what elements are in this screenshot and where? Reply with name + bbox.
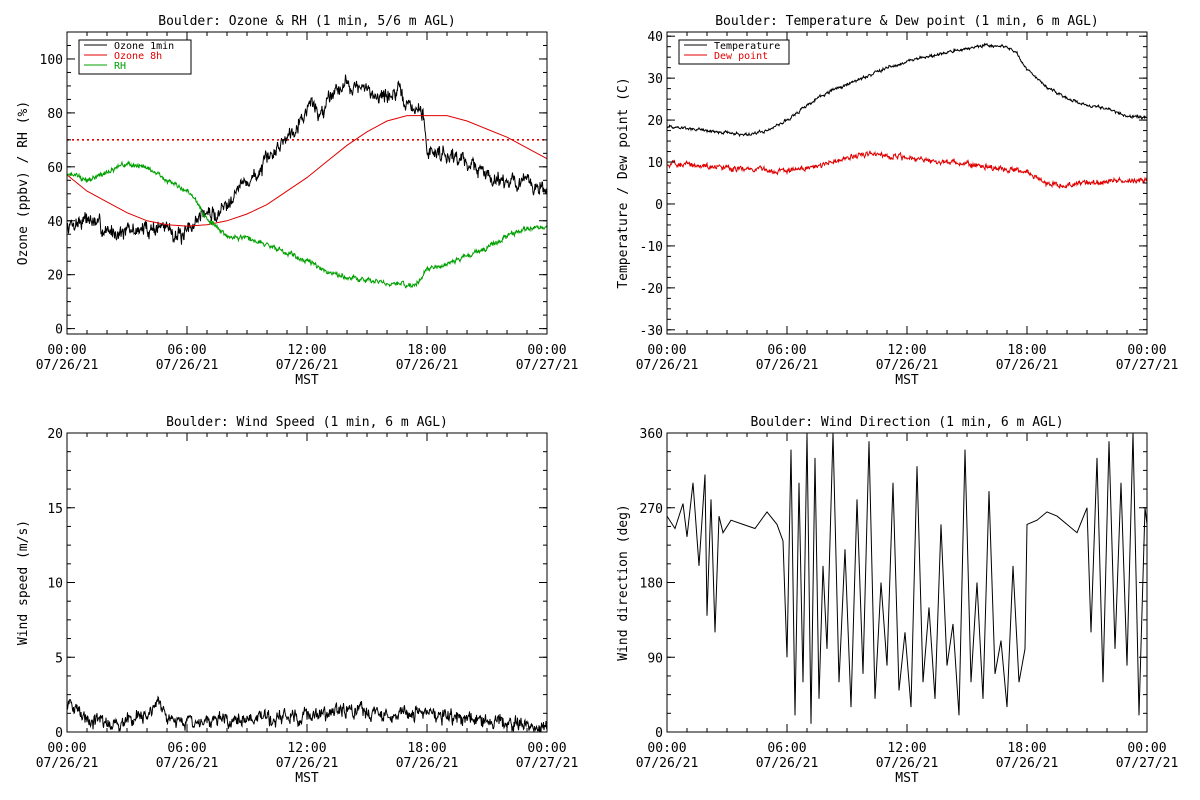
x-tick-label-date: 07/26/21 bbox=[876, 358, 939, 373]
y-tick-label: -10 bbox=[640, 240, 663, 255]
series-line-3 bbox=[67, 159, 547, 289]
y-tick-label: 80 bbox=[47, 107, 63, 122]
x-tick-label-date: 07/26/21 bbox=[996, 756, 1059, 771]
x-tick-label-time: 06:00 bbox=[767, 741, 806, 756]
y-tick-label: 180 bbox=[640, 577, 663, 592]
y-tick-label: 100 bbox=[40, 53, 63, 68]
y-tick-label: 40 bbox=[647, 30, 663, 45]
x-tick-label-date: 07/26/21 bbox=[996, 358, 1059, 373]
y-tick-label: 360 bbox=[640, 427, 663, 442]
x-tick-label-time: 00:00 bbox=[47, 741, 86, 756]
x-tick-label-time: 18:00 bbox=[407, 741, 446, 756]
y-tick-label: 0 bbox=[655, 726, 663, 741]
chart-title: Boulder: Wind Direction (1 min, 6 m AGL) bbox=[750, 415, 1063, 430]
x-axis-label: MST bbox=[895, 771, 919, 786]
x-tick-label-date: 07/26/21 bbox=[396, 756, 459, 771]
x-tick-label-date: 07/26/21 bbox=[156, 756, 219, 771]
y-axis-label: Ozone (ppbv) / RH (%) bbox=[16, 101, 31, 265]
y-tick-label: 20 bbox=[47, 427, 63, 442]
x-tick-label-date: 07/27/21 bbox=[1116, 358, 1179, 373]
x-tick-label-date: 07/26/21 bbox=[36, 756, 99, 771]
x-tick-label-time: 00:00 bbox=[1127, 741, 1166, 756]
x-tick-label-time: 06:00 bbox=[167, 343, 206, 358]
y-tick-label: 0 bbox=[55, 323, 63, 338]
y-axis-label: Wind speed (m/s) bbox=[16, 520, 31, 645]
x-tick-label-time: 12:00 bbox=[287, 741, 326, 756]
legend-entry: Dew point bbox=[714, 51, 768, 62]
x-tick-label-time: 06:00 bbox=[167, 741, 206, 756]
x-tick-label-time: 12:00 bbox=[287, 343, 326, 358]
y-axis-label: Temperature / Dew point (C) bbox=[616, 77, 631, 288]
legend-box bbox=[78, 39, 192, 75]
x-axis-label: MST bbox=[895, 373, 919, 388]
x-tick-label-date: 07/27/21 bbox=[1116, 756, 1179, 771]
y-tick-label: 30 bbox=[647, 72, 663, 87]
x-tick-label-time: 00:00 bbox=[527, 741, 566, 756]
x-tick-label-time: 18:00 bbox=[1007, 343, 1046, 358]
x-tick-label-time: 00:00 bbox=[1127, 343, 1166, 358]
y-tick-label: 0 bbox=[55, 726, 63, 741]
y-axis-label: Wind direction (deg) bbox=[616, 504, 631, 661]
x-tick-label-date: 07/26/21 bbox=[636, 756, 699, 771]
x-tick-label-time: 12:00 bbox=[887, 343, 926, 358]
x-axis-label: MST bbox=[295, 771, 319, 786]
chart-title: Boulder: Temperature & Dew point (1 min,… bbox=[715, 14, 1099, 29]
x-tick-label-date: 07/26/21 bbox=[36, 358, 99, 373]
legend-entry: RH bbox=[114, 61, 126, 72]
y-tick-label: 5 bbox=[55, 651, 63, 666]
x-tick-label-time: 00:00 bbox=[47, 343, 86, 358]
legend-entry: Temperature bbox=[714, 41, 780, 52]
y-tick-label: 15 bbox=[47, 502, 63, 517]
x-tick-label-time: 12:00 bbox=[887, 741, 926, 756]
legend-entry: Ozone 1min bbox=[114, 41, 174, 52]
x-tick-label-time: 00:00 bbox=[527, 343, 566, 358]
y-tick-label: -30 bbox=[640, 324, 663, 339]
y-tick-label: 10 bbox=[647, 156, 663, 171]
x-tick-label-time: 00:00 bbox=[647, 741, 686, 756]
chart-panel-3: Boulder: Wind Speed (1 min, 6 m AGL) 0 5 10… bbox=[16, 415, 578, 786]
chart-panel-1: Boulder: Ozone & RH (1 min, 5/6 m AGL) 0 2… bbox=[16, 14, 578, 388]
legend-entry: Ozone 8h bbox=[114, 51, 162, 62]
x-axis-label: MST bbox=[295, 373, 319, 388]
y-tick-label: -20 bbox=[640, 282, 663, 297]
x-tick-label-date: 07/26/21 bbox=[756, 358, 819, 373]
y-tick-label: 0 bbox=[655, 198, 663, 213]
chart-panel-2: Boulder: Temperature & Dew point (1 min,… bbox=[616, 14, 1178, 388]
chart-panel-4: Boulder: Wind Direction (1 min, 6 m AGL)… bbox=[616, 415, 1178, 786]
x-tick-label-date: 07/27/21 bbox=[516, 358, 579, 373]
x-tick-label-date: 07/27/21 bbox=[516, 756, 579, 771]
x-tick-label-date: 07/26/21 bbox=[876, 756, 939, 771]
x-tick-label-time: 06:00 bbox=[767, 343, 806, 358]
legend-box bbox=[678, 39, 790, 65]
series-line-1 bbox=[667, 433, 1147, 724]
x-tick-label-time: 18:00 bbox=[1007, 741, 1046, 756]
series-line-1 bbox=[67, 74, 547, 245]
series-line-2 bbox=[667, 150, 1147, 190]
x-tick-label-date: 07/26/21 bbox=[276, 358, 339, 373]
x-tick-label-time: 18:00 bbox=[407, 343, 446, 358]
chart-title: Boulder: Wind Speed (1 min, 6 m AGL) bbox=[166, 415, 448, 430]
y-tick-label: 20 bbox=[647, 114, 663, 129]
x-tick-label-date: 07/26/21 bbox=[396, 358, 459, 373]
series-line-1 bbox=[667, 42, 1147, 138]
x-tick-label-date: 07/26/21 bbox=[156, 358, 219, 373]
y-tick-label: 40 bbox=[47, 215, 63, 230]
chart-title: Boulder: Ozone & RH (1 min, 5/6 m AGL) bbox=[158, 14, 455, 29]
x-tick-label-time: 00:00 bbox=[647, 343, 686, 358]
x-tick-label-date: 07/26/21 bbox=[756, 756, 819, 771]
y-tick-label: 60 bbox=[47, 161, 63, 176]
x-tick-label-date: 07/26/21 bbox=[276, 756, 339, 771]
y-tick-label: 10 bbox=[47, 577, 63, 592]
y-tick-label: 90 bbox=[647, 651, 663, 666]
series-line-2 bbox=[67, 115, 547, 227]
series-line-1 bbox=[67, 695, 547, 732]
y-tick-label: 270 bbox=[640, 502, 663, 517]
x-tick-label-date: 07/26/21 bbox=[636, 358, 699, 373]
y-tick-label: 20 bbox=[47, 269, 63, 284]
